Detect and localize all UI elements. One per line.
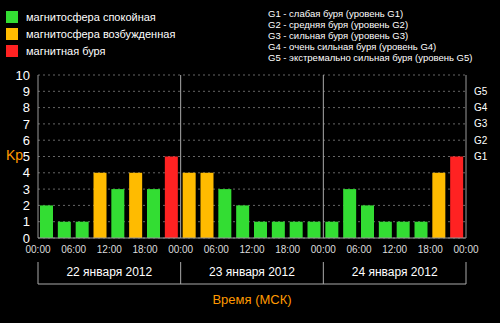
svg-text:0: 0 (23, 231, 30, 246)
svg-text:24 января 2012: 24 января 2012 (352, 265, 438, 279)
svg-text:12:00: 12:00 (382, 244, 407, 255)
svg-text:00:00: 00:00 (25, 244, 50, 255)
svg-text:10: 10 (16, 68, 30, 83)
html-text:G5 - экстремально сильная буря: G5 - экстремально сильная буря (уровень … (268, 52, 473, 63)
svg-text:G4: G4 (474, 102, 488, 113)
html-text:G1 - слабая буря (уровень G1): G1 - слабая буря (уровень G1) (268, 8, 404, 19)
svg-text:1: 1 (23, 214, 30, 229)
svg-text:12:00: 12:00 (239, 244, 264, 255)
html-text:G2 - средняя буря (уровень G2): G2 - средняя буря (уровень G2) (268, 19, 408, 30)
svg-text:9: 9 (23, 84, 30, 99)
svg-text:18:00: 18:00 (418, 244, 443, 255)
svg-text:00:00: 00:00 (311, 244, 336, 255)
svg-text:06:00: 06:00 (346, 244, 371, 255)
svg-text:18:00: 18:00 (132, 244, 157, 255)
svg-text:8: 8 (23, 100, 30, 115)
html-text:Kp: Kp (6, 146, 24, 163)
html-text:магнитосфера спокойная: магнитосфера спокойная (26, 10, 156, 23)
svg-text:G2: G2 (474, 135, 488, 146)
svg-text:5: 5 (23, 149, 30, 164)
html-text:магнитосфера возбужденная: магнитосфера возбужденная (26, 27, 176, 40)
svg-text:12:00: 12:00 (97, 244, 122, 255)
svg-text:00:00: 00:00 (168, 244, 193, 255)
html-text:G3 - сильная буря (уровень G3): G3 - сильная буря (уровень G3) (268, 30, 409, 41)
svg-text:06:00: 06:00 (204, 244, 229, 255)
svg-text:3: 3 (23, 182, 30, 197)
html-text:магнитная буря: магнитная буря (26, 44, 106, 57)
html-text:G4 - очень сильная буря (урове: G4 - очень сильная буря (уровень G4) (268, 41, 437, 52)
svg-text:G5: G5 (474, 86, 488, 97)
svg-text:18:00: 18:00 (275, 244, 300, 255)
svg-text:7: 7 (23, 117, 30, 132)
svg-text:06:00: 06:00 (61, 244, 86, 255)
svg-text:00:00: 00:00 (453, 244, 478, 255)
svg-text:6: 6 (23, 133, 30, 148)
svg-text:2: 2 (23, 198, 30, 213)
svg-text:22 января 2012: 22 января 2012 (66, 265, 152, 279)
svg-text:G3: G3 (474, 118, 488, 129)
svg-text:Время (МСК): Время (МСК) (212, 292, 291, 307)
svg-text:G1: G1 (474, 151, 488, 162)
svg-text:23 января 2012: 23 января 2012 (209, 265, 295, 279)
svg-text:4: 4 (23, 165, 30, 180)
